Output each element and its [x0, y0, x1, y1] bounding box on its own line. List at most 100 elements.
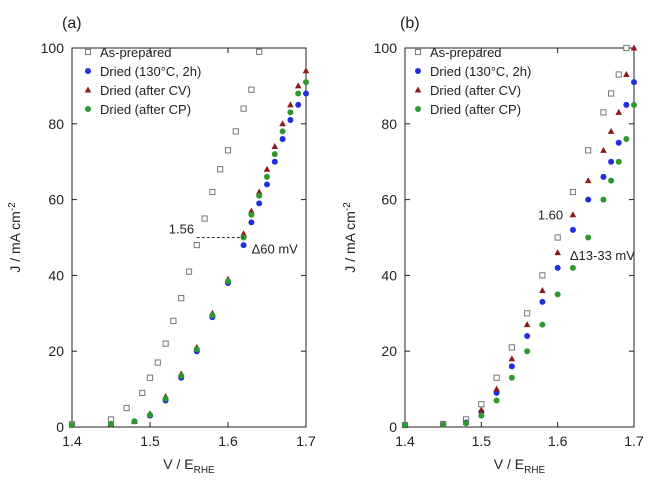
panel-b-point	[623, 71, 630, 78]
panel-b-point	[615, 108, 623, 115]
panel-a-point	[162, 340, 169, 347]
panel-b-point	[615, 71, 622, 78]
panel-b-point	[554, 249, 561, 256]
panel-a-point	[294, 82, 302, 89]
panel-a-point	[69, 422, 75, 429]
panel-b-point	[569, 188, 577, 196]
panel-b-point	[523, 321, 531, 328]
panel-a-point	[303, 79, 309, 86]
panel-a-point	[147, 411, 153, 418]
panel-b-y-tick-label: 100	[374, 40, 398, 56]
panel-b-legend-label-3: Dried (after CP)	[430, 102, 521, 117]
panel-a: 1.4 1.5 1.6 1.7 0 20 40 60 80 100 (a) V / ERHE J / m…	[7, 15, 316, 476]
panel-a-legend-marker-2	[84, 86, 92, 93]
panel-b-point	[508, 374, 515, 381]
panel-a-point	[271, 143, 279, 150]
panel-b-point	[478, 401, 485, 408]
panel-b-point	[607, 127, 615, 134]
panel-a-point	[209, 188, 216, 196]
panel-a-point	[303, 90, 309, 97]
panel-b-point	[554, 291, 561, 298]
panel-a-point	[279, 135, 286, 142]
panel-b-point	[402, 422, 408, 429]
panel-a-point	[217, 166, 224, 173]
panel-a-point	[240, 242, 247, 249]
panel-a-point	[240, 105, 247, 112]
panel-a-point	[193, 241, 200, 249]
panel-b-point	[615, 158, 622, 165]
panel-b-point	[508, 344, 515, 351]
panel-a-legend-label-1: Dried (130°C, 2h)	[100, 64, 201, 79]
panel-b-point	[608, 158, 615, 165]
panel-b-point	[524, 333, 531, 340]
panel-b-delta-label: Δ13-33 mV	[570, 248, 635, 263]
panel-b-point	[608, 90, 615, 97]
panel-b-point	[493, 374, 500, 381]
panel-a-legend-marker-0	[84, 48, 92, 56]
panel-a-point	[256, 192, 263, 199]
panel-a-point	[302, 67, 310, 74]
panel-b-legend-marker-2	[414, 86, 422, 93]
panel-b-legend-marker-0	[414, 48, 422, 56]
panel-b-point	[631, 79, 637, 86]
panel-b-point	[539, 298, 546, 305]
panel-a-point	[256, 200, 263, 207]
panel-b-point	[440, 421, 447, 428]
panel-a-y-tick-label: 60	[48, 192, 64, 208]
panel-a-y-tick-label: 40	[48, 267, 64, 283]
panel-a-legend-marker-1	[85, 68, 91, 74]
panel-b-y-tick-label: 40	[381, 267, 397, 283]
panel-b-point	[478, 406, 485, 413]
panel-a-point	[295, 101, 302, 108]
panel-a-point	[201, 215, 208, 222]
panel-b-point	[585, 196, 592, 203]
panel-a-point	[170, 317, 177, 324]
panel-b-legend-marker-3	[415, 106, 421, 112]
panel-b-series-3	[402, 101, 637, 429]
panel-a-value-label: 1.56	[169, 222, 194, 237]
panel-a-series-3	[69, 79, 309, 429]
panel-b-point	[539, 321, 546, 328]
panel-b-y-tick-label: 20	[381, 343, 397, 359]
panel-b-x-tick-label: 1.6	[548, 433, 568, 449]
panel-a-label: (a)	[62, 15, 82, 32]
panel-b-point	[569, 211, 577, 218]
panel-a-point	[178, 295, 185, 302]
panel-b-point	[463, 420, 470, 427]
panel-a-point	[240, 230, 247, 237]
panel-b-point	[623, 44, 630, 52]
panel-a-point	[224, 147, 232, 154]
panel-a-legend-label-0: As-prepared	[100, 45, 172, 60]
panel-b-point	[585, 147, 592, 154]
panel-a-point	[256, 48, 263, 55]
panel-b-point	[539, 287, 546, 294]
panel-a-point	[264, 173, 270, 180]
panel-b-y-axis-title: J / mA cm-2	[342, 202, 358, 273]
panel-a-point	[248, 211, 255, 218]
panel-b-x-axis-title: V / ERHE	[494, 456, 546, 476]
panel-b-point	[524, 348, 531, 355]
panel-a-y-tick-label: 100	[41, 40, 65, 56]
panel-a-point	[279, 120, 286, 127]
panel-b-x-tick-label: 1.7	[624, 433, 644, 449]
panel-a-point	[248, 207, 255, 214]
panel-b-point	[493, 385, 500, 392]
panel-a-point	[162, 395, 169, 402]
panel-a-point	[248, 219, 255, 226]
panel-b-legend-label-2: Dried (after CV)	[430, 83, 521, 98]
panel-a-point	[287, 117, 294, 124]
panel-a-legend-label-2: Dried (after CV)	[100, 83, 191, 98]
panel-a-series-1	[69, 90, 309, 429]
panel-a-legend-label-3: Dried (after CP)	[100, 102, 191, 117]
panel-a-point	[248, 86, 255, 93]
panel-a-point	[287, 109, 294, 116]
panel-b-point	[630, 44, 638, 51]
panel-a-point	[264, 181, 270, 188]
panel-a-point	[146, 374, 154, 381]
panel-a-delta-label: Δ60 mV	[252, 242, 299, 257]
panel-a-point	[139, 389, 146, 396]
panel-b: 1.4 1.5 1.6 1.7 0 20 40 60 80 100(b) V / ERHE J / m…	[342, 15, 644, 476]
panel-b-point	[569, 264, 576, 271]
panel-a-point	[295, 90, 302, 97]
panel-a-y-tick-label: 20	[48, 343, 64, 359]
